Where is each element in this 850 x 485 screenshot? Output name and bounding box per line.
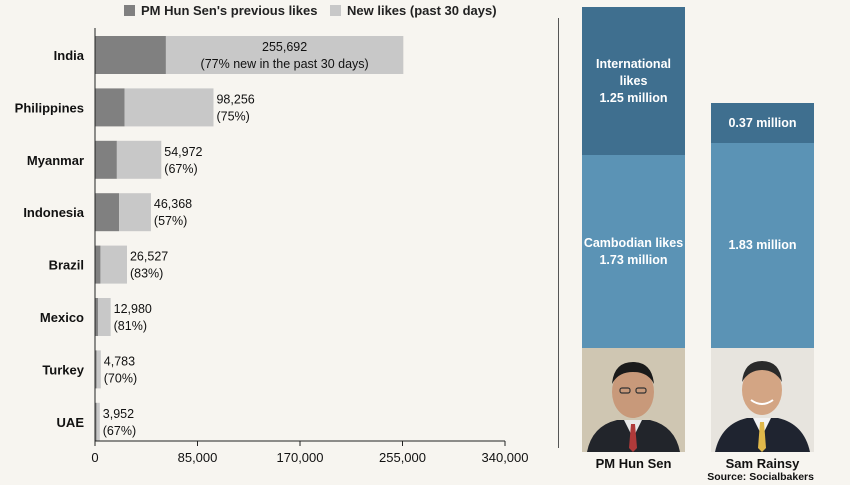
bar-philippines-previous: [95, 88, 125, 127]
category-label-uae: UAE: [57, 415, 85, 430]
bar-brazil-new: [100, 245, 127, 284]
category-label-philippines: Philippines: [15, 100, 84, 115]
value-label-turkey: 4,783 (70%): [104, 354, 137, 385]
bar-brazil-previous: [95, 245, 101, 284]
bar-mexico-previous: [95, 298, 98, 336]
legend-label-previous: PM Hun Sen's previous likes: [141, 3, 317, 18]
legend-swatch-new: [330, 5, 341, 16]
rainsy-name: Sam Rainsy: [725, 456, 800, 471]
hun-sen-portrait-icon: [582, 348, 685, 452]
x-tick-label-3: 255,000: [379, 450, 426, 465]
bars-group: India 255,692 (77% new in the past 30 days…: [15, 36, 404, 441]
value-label-india: 255,692 (77% new in the past 30 days): [201, 40, 369, 71]
x-tick-label-0: 0: [91, 450, 98, 465]
value-label-philippines: 98,256 (75%): [216, 92, 254, 123]
hun-sen-international-value: 1.25 million: [599, 90, 668, 105]
value-label-mexico: 12,980 (81%): [114, 302, 152, 333]
legend: PM Hun Sen's previous likes New likes (p…: [124, 3, 497, 18]
hun-sen-cambodian-label: Cambodian likes: [583, 235, 684, 250]
x-tick-label-1: 85,000: [178, 450, 218, 465]
bar-mexico-new: [97, 298, 111, 336]
bar-uae-previous: [95, 402, 97, 441]
bar-turkey-previous: [95, 350, 97, 389]
bar-uae-new: [96, 402, 100, 441]
value-label-brazil: 26,527 (83%): [130, 250, 168, 281]
bar-india-new: [165, 36, 404, 74]
value-label-myanmar: 54,972 (67%): [164, 145, 202, 176]
x-tick-label-2: 170,000: [277, 450, 324, 465]
x-tick-label-4: 340,000: [482, 450, 529, 465]
category-label-myanmar: Myanmar: [27, 153, 84, 168]
hun-sen-cambodian-block: Cambodian likes 1.73 million: [582, 155, 685, 348]
category-label-turkey: Turkey: [42, 362, 84, 377]
source-note: Source: Socialbakers: [707, 471, 814, 483]
country-likes-bar-chart: PM Hun Sen's previous likes New likes (p…: [15, 3, 529, 465]
category-label-brazil: Brazil: [49, 258, 84, 273]
hun-sen-name: PM Hun Sen: [595, 456, 672, 471]
bar-myanmar-new: [116, 140, 162, 179]
rainsy-international-block: 0.37 million: [711, 103, 814, 143]
rainsy-photo: [711, 348, 814, 452]
panel-divider: [558, 18, 559, 448]
bar-philippines-new: [124, 88, 214, 127]
legend-swatch-previous: [124, 5, 135, 16]
rainsy-international-value: 0.37 million: [728, 115, 797, 130]
bar-india-previous: [95, 36, 166, 74]
category-label-indonesia: Indonesia: [23, 205, 84, 220]
rainsy-portrait-icon: [711, 348, 814, 452]
x-ticks-group: 0 85,000 170,000 255,000 340,000: [91, 441, 529, 465]
category-label-mexico: Mexico: [40, 310, 84, 325]
hun-sen-international-label: International likes: [595, 56, 671, 88]
bar-turkey-new: [96, 350, 101, 389]
rainsy-cambodian-value: 1.83 million: [728, 238, 797, 252]
bar-myanmar-previous: [95, 140, 117, 179]
category-label-india: India: [54, 48, 85, 63]
hun-sen-photo: [582, 348, 685, 452]
legend-label-new: New likes (past 30 days): [347, 3, 497, 18]
value-label-uae: 3,952 (67%): [103, 407, 136, 438]
hun-sen-cambodian-value: 1.73 million: [599, 252, 668, 267]
bar-indonesia-new: [119, 193, 151, 232]
hun-sen-international-block: International likes 1.25 million: [582, 7, 685, 155]
bar-indonesia-previous: [95, 193, 120, 232]
rainsy-cambodian-block: 1.83 million: [711, 143, 814, 348]
value-label-indonesia: 46,368 (57%): [154, 197, 192, 228]
